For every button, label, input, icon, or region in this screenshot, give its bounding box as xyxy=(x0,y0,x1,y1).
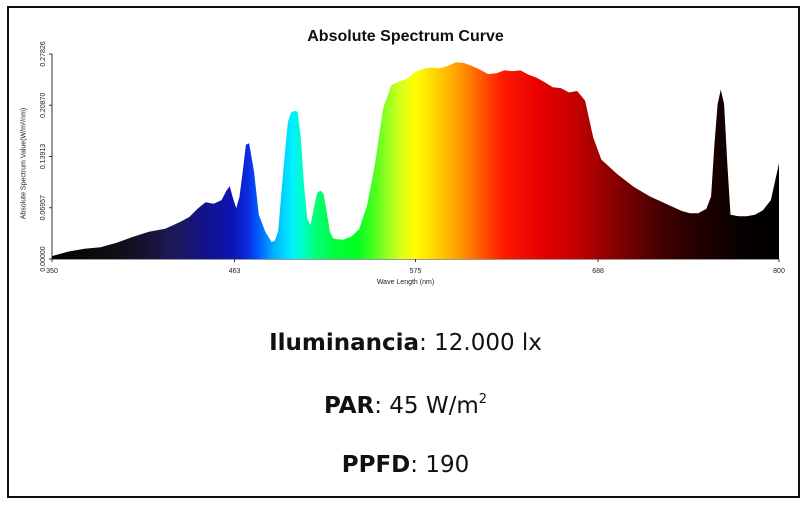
iluminancia-row: Iluminancia: 12.000 lx xyxy=(0,330,811,356)
par-value: : 45 W/m xyxy=(374,393,479,419)
x-axis-label: Wave Length (nm) xyxy=(376,279,435,286)
y-tick-label: 0.00000 xyxy=(40,246,47,271)
y-tick-label: 0.06957 xyxy=(40,195,47,220)
x-tick-label: 575 xyxy=(410,268,422,275)
x-tick-label: 688 xyxy=(592,268,604,275)
y-tick-label: 0.13913 xyxy=(40,144,47,169)
par-label: PAR xyxy=(323,393,375,419)
par-row: PAR: 45 W/m2 xyxy=(0,392,811,419)
chart-title: Absolute Spectrum Curve xyxy=(307,28,504,45)
x-tick-label: 463 xyxy=(229,268,241,275)
x-tick-label: 800 xyxy=(773,268,785,275)
spectrum-area-layer xyxy=(52,62,779,259)
y-tick-label: 0.27826 xyxy=(40,41,47,66)
par-superscript: 2 xyxy=(478,392,488,407)
ppfd-value: : 190 xyxy=(410,452,470,478)
x-tick-label: 350 xyxy=(46,268,58,275)
iluminancia-value: : 12.000 lx xyxy=(419,330,542,356)
y-tick-label: 0.20870 xyxy=(40,92,47,117)
spectrum-area xyxy=(52,62,779,259)
chart-ticks: 350 463 575 688 800 0.00000 0.06957 0.13913 0.20… xyxy=(40,41,785,275)
iluminancia-label: Iluminancia xyxy=(269,330,420,356)
ppfd-row: PPFD: 190 xyxy=(0,452,811,478)
ppfd-label: PPFD xyxy=(341,452,411,478)
